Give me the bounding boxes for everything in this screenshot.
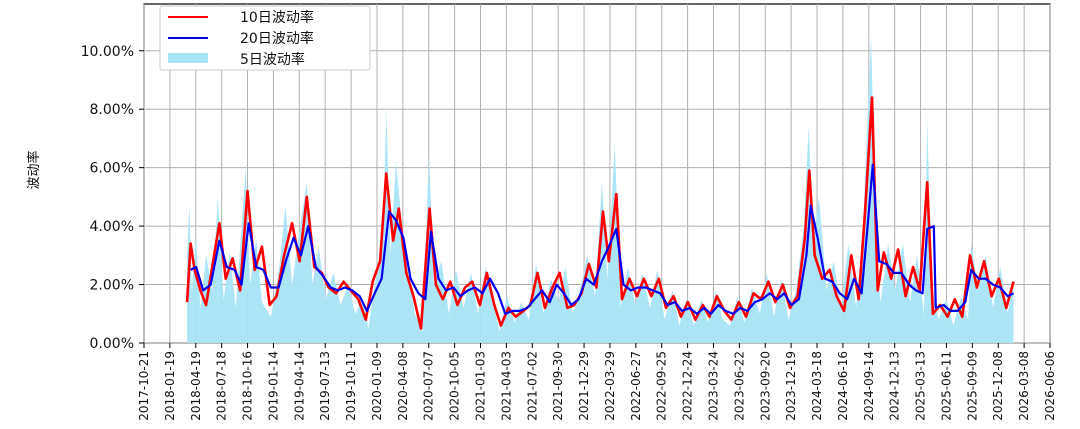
x-tick-label: 2018-01-19 <box>163 351 177 421</box>
x-tick-label: 2023-09-20 <box>758 351 772 421</box>
x-tick-label: 2025-03-13 <box>914 351 928 421</box>
y-axis: 0.00% 2.00% 4.00% 6.00% 8.00% 10.00% <box>81 44 144 352</box>
legend-label-20d: 20日波动率 <box>240 30 314 47</box>
y-axis-label: 波动率 <box>26 150 42 189</box>
x-tick-label: 2024-09-14 <box>862 351 876 421</box>
y-tick-label: 0.00% <box>90 336 134 352</box>
x-tick-label: 2023-06-22 <box>732 351 746 421</box>
x-tick-label: 2019-04-14 <box>292 351 306 421</box>
x-tick-label: 2019-01-14 <box>266 351 280 421</box>
x-tick-label: 2021-01-03 <box>474 351 488 421</box>
x-tick-label: 2023-03-24 <box>706 351 720 421</box>
x-tick-label: 2018-04-19 <box>189 351 203 421</box>
x-axis: 2017-10-21 2018-01-19 2018-04-19 2018-07-18… <box>137 343 1057 421</box>
series-20d-line <box>190 163 1014 315</box>
x-tick-label: 2017-10-21 <box>137 351 151 421</box>
x-tick-label: 2025-06-11 <box>939 351 953 421</box>
x-tick-label: 2025-12-08 <box>991 351 1005 421</box>
x-tick-label: 2022-09-25 <box>655 351 669 421</box>
y-tick-label: 4.00% <box>90 219 134 235</box>
x-tick-label: 2025-09-09 <box>965 351 979 421</box>
x-tick-label: 2022-06-27 <box>629 351 643 421</box>
y-tick-label: 10.00% <box>81 44 134 60</box>
x-tick-label: 2021-12-29 <box>577 351 591 421</box>
y-tick-label: 6.00% <box>90 161 134 177</box>
legend-label-10d: 10日波动率 <box>240 9 314 26</box>
x-tick-label: 2021-09-30 <box>551 351 565 421</box>
y-tick-label: 2.00% <box>90 278 134 294</box>
line-layer <box>185 96 1015 330</box>
x-tick-label: 2024-06-16 <box>836 351 850 421</box>
x-tick-label: 2024-12-13 <box>888 351 902 421</box>
area-layer <box>187 36 1014 343</box>
series-5d-area <box>187 36 1014 343</box>
legend-box <box>159 5 371 71</box>
x-tick-label: 2020-01-09 <box>370 351 384 421</box>
x-tick-label: 2024-03-18 <box>810 351 824 421</box>
x-tick-label: 2018-10-16 <box>241 351 255 421</box>
x-tick-label: 2026-03-08 <box>1017 351 1031 421</box>
x-tick-label: 2021-04-03 <box>499 351 513 421</box>
x-tick-label: 2022-12-24 <box>681 351 695 421</box>
legend-swatch-5d <box>168 53 208 63</box>
x-tick-label: 2018-07-18 <box>215 351 229 421</box>
x-tick-label: 2020-04-08 <box>396 351 410 421</box>
legend: 10日波动率 20日波动率 5日波动率 <box>159 5 371 71</box>
x-tick-label: 2021-07-02 <box>525 351 539 421</box>
x-tick-label: 2020-07-07 <box>422 351 436 421</box>
x-tick-label: 2022-03-29 <box>603 351 617 421</box>
x-tick-label: 2019-10-11 <box>344 351 358 421</box>
y-tick-label: 8.00% <box>90 102 134 118</box>
x-tick-label: 2019-07-13 <box>318 351 332 421</box>
legend-label-5d: 5日波动率 <box>240 51 305 68</box>
x-tick-label: 2023-12-19 <box>784 351 798 421</box>
x-tick-label: 2026-06-06 <box>1043 351 1057 421</box>
x-tick-label: 2020-10-05 <box>448 351 462 421</box>
